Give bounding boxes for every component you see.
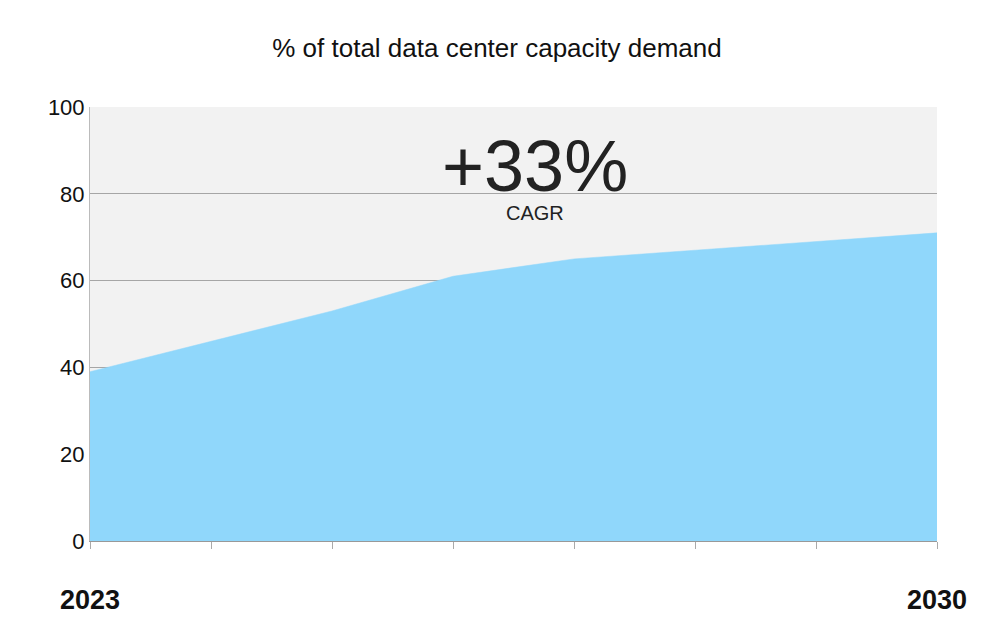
svg-text:0: 0 xyxy=(72,529,84,554)
svg-text:40: 40 xyxy=(60,355,84,380)
svg-text:60: 60 xyxy=(60,268,84,293)
svg-text:80: 80 xyxy=(60,182,84,207)
svg-text:20: 20 xyxy=(60,442,84,467)
svg-text:2030: 2030 xyxy=(907,585,967,615)
svg-text:100: 100 xyxy=(48,95,85,120)
svg-text:2023: 2023 xyxy=(60,585,120,615)
svg-text:CAGR: CAGR xyxy=(506,202,564,224)
svg-text:% of total data center capacit: % of total data center capacity demand xyxy=(272,33,722,63)
svg-text:+33%: +33% xyxy=(442,126,628,206)
